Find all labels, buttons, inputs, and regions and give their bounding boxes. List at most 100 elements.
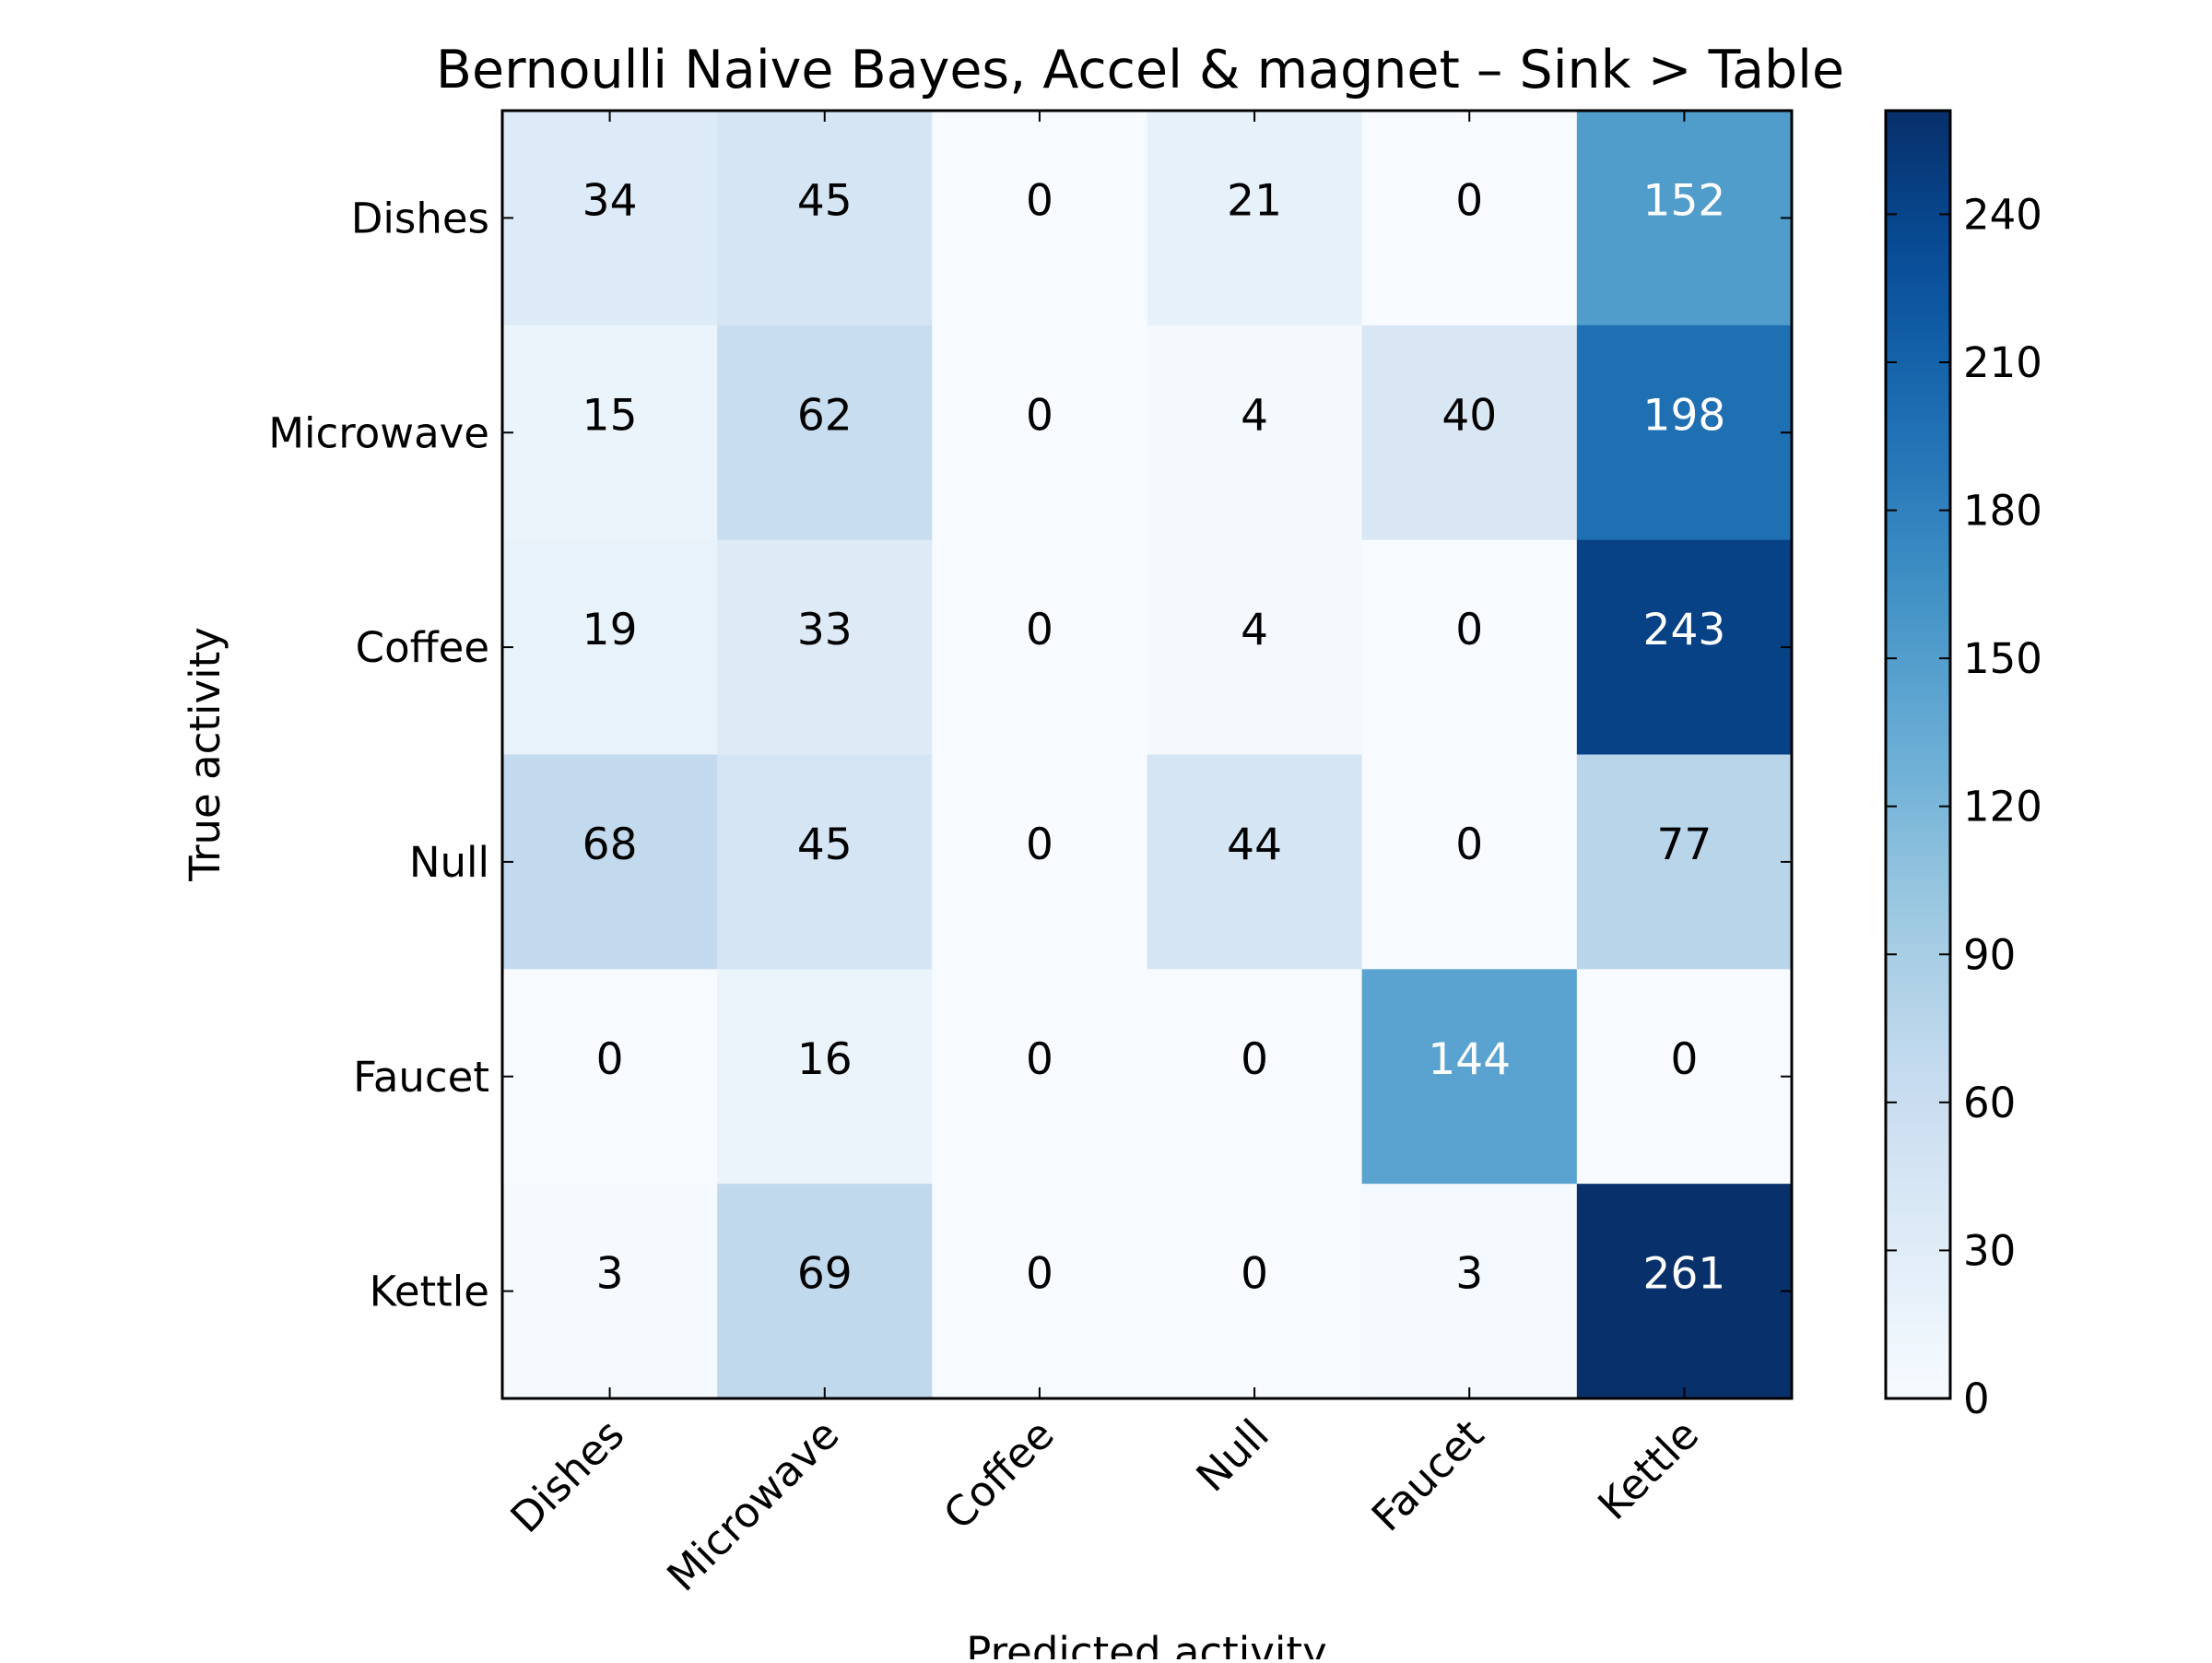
y-tick-labels: Dishes Microwave Coffee Null Faucet Kettle — [268, 194, 489, 1315]
heatmap-cell — [1361, 324, 1578, 541]
heatmap-cell — [1576, 324, 1793, 541]
cell-value-label: 21 — [1227, 175, 1282, 226]
x-tick-label: Kettle — [1588, 1409, 1708, 1529]
heatmap-cell — [1576, 1184, 1793, 1399]
heatmap-cell — [717, 111, 933, 326]
cell-value-label: 69 — [797, 1249, 853, 1300]
y-tick-label: Dishes — [351, 194, 489, 242]
cell-value-label: 0 — [1026, 820, 1053, 870]
heatmap-cells — [502, 111, 1793, 1399]
cell-value-label: 15 — [582, 390, 638, 441]
cell-value-label: 68 — [582, 820, 638, 870]
heatmap-cell — [502, 111, 718, 326]
heatmap-cell — [1576, 754, 1793, 970]
cell-value-label: 0 — [1026, 390, 1053, 441]
y-tick-label: Coffee — [356, 623, 489, 672]
heatmap-cell — [1147, 754, 1363, 970]
colorbar — [1884, 109, 1952, 1400]
cell-value-label: 0 — [1241, 1034, 1268, 1085]
colorbar-tick-label: 240 — [1963, 190, 2042, 239]
x-axis-label: Predicted activity — [966, 1628, 1326, 1659]
x-tick-labels: Dishes Microwave Coffee Null Faucet Kettle — [501, 1409, 1709, 1600]
heatmap-cell — [932, 754, 1147, 970]
x-tick-label: Microwave — [657, 1409, 848, 1600]
colorbar-tick-label: 90 — [1963, 930, 2016, 979]
colorbar-tick-label: 150 — [1963, 634, 2042, 683]
heatmap-cell — [502, 754, 718, 970]
heatmap-cell — [1361, 754, 1578, 970]
cell-value-label: 261 — [1643, 1249, 1726, 1300]
heatmap-cell — [1361, 969, 1578, 1185]
cell-value-label: 16 — [797, 1034, 853, 1085]
cell-value-label: 45 — [797, 175, 853, 226]
cell-value-label: 198 — [1643, 390, 1726, 441]
heatmap-cell — [1361, 1184, 1578, 1399]
cell-value-label: 4 — [1241, 390, 1268, 441]
cell-value-label: 0 — [1026, 605, 1053, 655]
cell-value-label: 0 — [1455, 175, 1483, 226]
cell-value-label: 3 — [1455, 1249, 1483, 1300]
heatmap-cell — [717, 969, 933, 1185]
y-tick-label: Null — [409, 838, 489, 887]
cell-value-label: 40 — [1441, 390, 1497, 441]
heatmap-cell — [1147, 111, 1363, 326]
axis-ticks — [502, 111, 1792, 1398]
heatmap-cell — [502, 969, 718, 1185]
y-tick-label: Microwave — [268, 408, 489, 457]
cell-value-label: 34 — [582, 175, 638, 226]
heatmap-cell — [502, 1184, 718, 1399]
y-tick-label: Faucet — [353, 1053, 489, 1102]
colorbar-tick-label: 60 — [1963, 1079, 2016, 1127]
heatmap-cell — [1147, 539, 1363, 755]
heatmap-cell — [932, 111, 1147, 326]
cell-value-label: 0 — [1241, 1249, 1268, 1300]
cell-value-label: 77 — [1657, 820, 1712, 870]
heatmap-cell — [1147, 969, 1363, 1185]
heatmap-cell — [932, 324, 1147, 541]
x-tick-label: Faucet — [1362, 1409, 1493, 1540]
heatmap-cell — [502, 539, 718, 755]
x-tick-label: Dishes — [501, 1409, 634, 1542]
y-axis-label: True activity — [181, 627, 229, 882]
heatmap-cell — [717, 754, 933, 970]
heatmap-cell — [932, 539, 1147, 755]
heatmap-cell — [1147, 1184, 1363, 1399]
cell-value-label: 243 — [1643, 605, 1726, 655]
cell-value-label: 152 — [1643, 175, 1726, 226]
heatmap-cell — [1361, 539, 1578, 755]
plot-frame — [500, 109, 1794, 1400]
cell-value-label: 144 — [1428, 1034, 1511, 1085]
cell-value-label: 62 — [797, 390, 853, 441]
x-tick-label: Coffee — [934, 1409, 1063, 1539]
cell-value-label: 0 — [1026, 1034, 1053, 1085]
colorbar-ticks: 0 30 60 90 120 150 180 210 240 — [1886, 190, 2042, 1423]
heatmap-cell — [932, 969, 1147, 1185]
cell-value-label: 45 — [797, 820, 853, 870]
x-tick-label: Null — [1187, 1409, 1278, 1501]
heatmap-cell — [502, 324, 718, 541]
cell-value-label: 3 — [596, 1249, 624, 1300]
colorbar-tick-label: 210 — [1963, 338, 2042, 387]
colorbar-tick-label: 30 — [1963, 1226, 2016, 1275]
heatmap-cell — [1576, 111, 1793, 326]
cell-value-label: 4 — [1241, 605, 1268, 655]
cell-value-label: 19 — [582, 605, 638, 655]
heatmap-cell — [1576, 539, 1793, 755]
cell-value-label: 0 — [1026, 1249, 1053, 1300]
heatmap-cell — [717, 324, 933, 541]
heatmap-cell — [717, 539, 933, 755]
colorbar-tick-label: 180 — [1963, 487, 2042, 536]
cell-value-label: 0 — [1455, 820, 1483, 870]
colorbar-tick-label: 0 — [1963, 1374, 1990, 1423]
cell-value-label: 44 — [1227, 820, 1282, 870]
heatmap-cell — [1147, 324, 1363, 541]
y-tick-label: Kettle — [370, 1268, 489, 1316]
cell-value-label: 33 — [797, 605, 853, 655]
chart-title: Bernoulli Naive Bayes, Accel & magnet – … — [436, 40, 1844, 100]
cell-value-label: 0 — [596, 1034, 624, 1085]
colorbar-tick-label: 120 — [1963, 783, 2042, 832]
cell-value-label: 0 — [1455, 605, 1483, 655]
